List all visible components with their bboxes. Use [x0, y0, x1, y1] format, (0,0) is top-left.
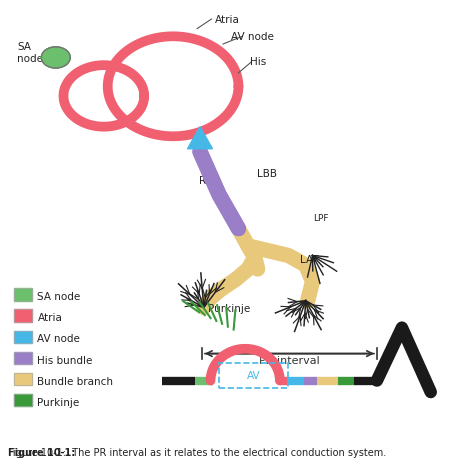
Text: His: His [250, 57, 266, 67]
Text: Atria: Atria [37, 313, 63, 323]
Bar [14, 352, 32, 364]
Ellipse shape [41, 47, 70, 68]
Ellipse shape [41, 47, 70, 68]
Bar [14, 288, 32, 301]
Text: Purkinje: Purkinje [37, 398, 80, 408]
Text: SA node: SA node [37, 292, 81, 302]
Bar [14, 331, 32, 343]
Bar [14, 331, 32, 343]
Bar [14, 373, 32, 385]
Text: Purkinje: Purkinje [208, 304, 250, 314]
Bar [14, 288, 32, 301]
Text: His bundle: His bundle [37, 355, 93, 366]
Bar [14, 352, 32, 364]
Text: LBB: LBB [257, 169, 277, 179]
Bar [14, 394, 32, 406]
Polygon shape [188, 127, 212, 149]
Text: Atria: Atria [215, 15, 240, 25]
Text: RBB: RBB [199, 176, 220, 186]
Text: Figure 10-1:: Figure 10-1: [8, 448, 75, 458]
Bar [219, 363, 289, 388]
Text: Figure 10-1:  The PR interval as it relates to the electrical conduction system.: Figure 10-1: The PR interval as it relat… [8, 448, 386, 458]
Bar [14, 394, 32, 406]
Text: AV: AV [247, 371, 261, 381]
Text: LPF: LPF [313, 214, 329, 223]
Bar [14, 309, 32, 322]
Text: SA
node: SA node [18, 42, 43, 64]
Bar [14, 309, 32, 322]
Text: LAF: LAF [300, 255, 319, 265]
Text: Bundle branch: Bundle branch [37, 377, 113, 387]
Bar [14, 373, 32, 385]
Text: AV node: AV node [37, 334, 81, 344]
Text: AV node: AV node [231, 32, 273, 42]
Text: PR interval: PR interval [259, 355, 320, 366]
